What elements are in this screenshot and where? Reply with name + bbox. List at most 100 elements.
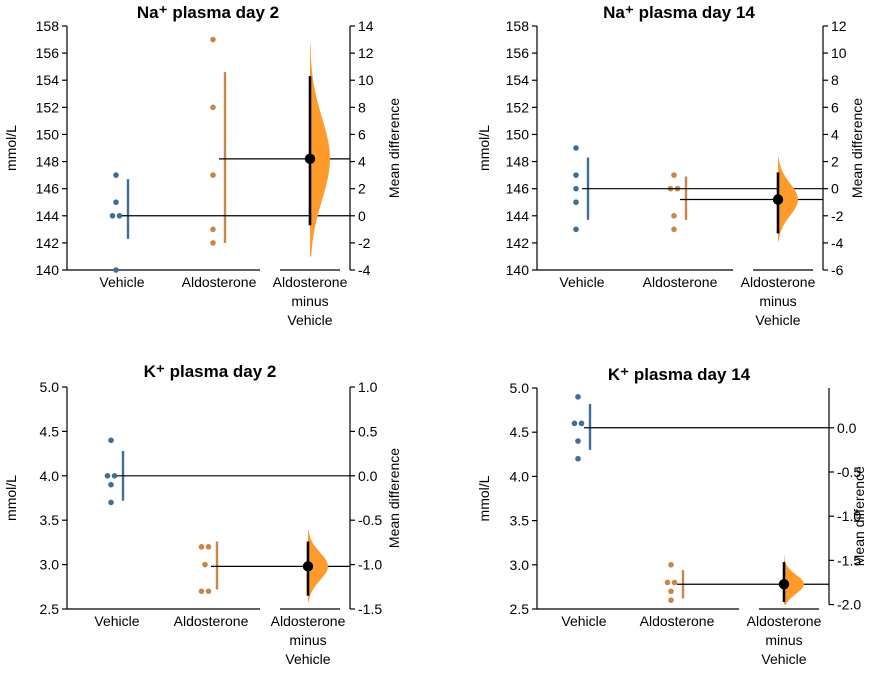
right-y-tick-label: -4 [358, 262, 371, 278]
right-y-axis-label: Mean difference [851, 466, 867, 566]
data-point-vehicle [575, 438, 581, 444]
data-point-vehicle [578, 420, 585, 427]
data-point-aldosterone [668, 588, 674, 595]
right-y-tick-label: 0 [831, 181, 839, 197]
data-point-vehicle [108, 481, 114, 488]
left-y-tick-label: 150 [506, 126, 530, 142]
x-tick-label: Vehicle [561, 613, 606, 629]
mean-difference-point [772, 194, 784, 205]
data-point-aldosterone [210, 226, 216, 233]
left-y-tick-label: 4.5 [510, 424, 530, 440]
left-y-tick-label: 144 [36, 208, 60, 224]
left-y-tick-label: 144 [506, 208, 530, 224]
left-y-tick-label: 158 [36, 18, 60, 34]
left-y-tick-label: 148 [506, 154, 530, 170]
mean-difference-point [302, 561, 314, 572]
x-tick-label: Vehicle [287, 312, 332, 328]
right-y-tick-label: 0.0 [837, 420, 857, 436]
left-y-tick-label: 2.5 [40, 601, 60, 617]
x-tick-label: Vehicle [755, 312, 800, 328]
right-y-axis-label: Mean difference [386, 448, 402, 548]
data-point-vehicle [108, 499, 114, 506]
data-point-vehicle [573, 172, 579, 178]
data-point-vehicle [104, 473, 111, 479]
left-y-tick-label: 146 [36, 181, 60, 197]
bootstrap-distribution [308, 529, 328, 602]
data-point-vehicle [108, 437, 114, 444]
chart-panel-3: K⁺ plasma day 2 2.5 3.0 3.5 4.0 4.5 5.0 mmol/L -… [3, 362, 402, 667]
left-y-axis-label: mmol/L [476, 125, 492, 171]
right-y-tick-label: 0 [358, 208, 366, 224]
left-y-tick-label: 2.5 [510, 601, 530, 617]
right-y-tick-label: 6 [358, 126, 366, 142]
x-tick-label: Aldosterone [640, 613, 715, 629]
x-tick-label: Vehicle [99, 274, 144, 290]
x-tick-label: minus [759, 293, 796, 309]
right-y-tick-label: 1.0 [358, 379, 378, 395]
bootstrap-distribution [310, 43, 330, 257]
x-tick-label: Aldosterone [271, 613, 346, 629]
left-y-tick-label: 150 [36, 126, 60, 142]
x-tick-label: Aldosterone [182, 274, 257, 290]
left-y-tick-label: 142 [506, 235, 530, 251]
chart-title: Na⁺ plasma day 2 [137, 3, 279, 22]
mean-difference-point [778, 579, 790, 590]
chart-panel-4: K⁺ plasma day 14 2.5 3.0 3.5 4.0 4.5 5.0 mmol/L… [476, 365, 867, 667]
data-point-vehicle [573, 199, 579, 206]
data-point-vehicle [116, 212, 123, 219]
data-point-aldosterone [210, 240, 216, 246]
right-y-tick-label: -0.5 [358, 512, 382, 528]
left-y-tick-label: 3.0 [40, 557, 60, 573]
right-y-tick-label: -1.0 [837, 508, 861, 524]
right-y-tick-label: 4 [831, 126, 839, 142]
x-tick-label: Aldosterone [273, 274, 348, 290]
data-point-aldosterone [671, 579, 678, 586]
right-y-tick-label: 12 [358, 45, 374, 61]
data-point-vehicle [113, 199, 119, 206]
right-y-tick-label: 4 [358, 154, 366, 170]
data-point-vehicle [573, 185, 579, 192]
right-y-tick-label: 0.0 [358, 468, 378, 484]
x-tick-label: minus [289, 632, 326, 648]
x-tick-label: Aldosterone [643, 274, 718, 290]
right-y-axis-label: Mean difference [849, 98, 865, 198]
left-y-tick-label: 154 [36, 72, 60, 88]
left-y-tick-label: 3.5 [40, 512, 60, 528]
mean-difference-point [304, 153, 316, 165]
chart-title: Na⁺ plasma day 14 [603, 3, 755, 22]
left-y-tick-label: 140 [36, 262, 60, 278]
data-point-vehicle [109, 212, 116, 219]
data-point-aldosterone [671, 212, 677, 219]
left-y-axis-label: mmol/L [476, 475, 492, 521]
chart-panel-2: Na⁺ plasma day 14 140 142 144 146 148 150 152 15… [476, 3, 865, 328]
right-y-tick-label: 2 [831, 154, 839, 170]
x-tick-label: Aldosterone [174, 613, 249, 629]
right-y-tick-label: 8 [831, 72, 839, 88]
data-point-aldosterone [210, 172, 216, 178]
right-y-tick-label: 10 [358, 72, 374, 88]
x-tick-label: minus [291, 293, 328, 309]
right-y-tick-label: 8 [358, 99, 366, 115]
left-y-tick-label: 4.5 [40, 423, 60, 439]
data-point-aldosterone [198, 544, 205, 550]
x-tick-label: Aldosterone [741, 274, 816, 290]
data-point-aldosterone [210, 36, 216, 43]
left-y-tick-label: 5.0 [40, 379, 60, 395]
data-point-aldosterone [671, 226, 677, 233]
right-y-tick-label: -0.5 [837, 464, 861, 480]
right-y-tick-label: 2 [358, 181, 366, 197]
x-tick-label: Vehicle [285, 651, 330, 667]
left-y-tick-label: 156 [506, 45, 530, 61]
data-point-vehicle [571, 420, 578, 427]
data-point-vehicle [575, 455, 581, 462]
right-y-tick-label: -1.5 [358, 601, 382, 617]
data-point-aldosterone [671, 172, 677, 178]
chart-title: K⁺ plasma day 14 [608, 365, 751, 384]
bootstrap-distribution [778, 157, 798, 242]
data-point-vehicle [111, 473, 118, 479]
data-point-aldosterone [198, 588, 205, 595]
right-y-tick-label: -4 [831, 235, 844, 251]
right-y-tick-label: 14 [358, 18, 374, 34]
left-y-tick-label: 152 [36, 99, 60, 115]
